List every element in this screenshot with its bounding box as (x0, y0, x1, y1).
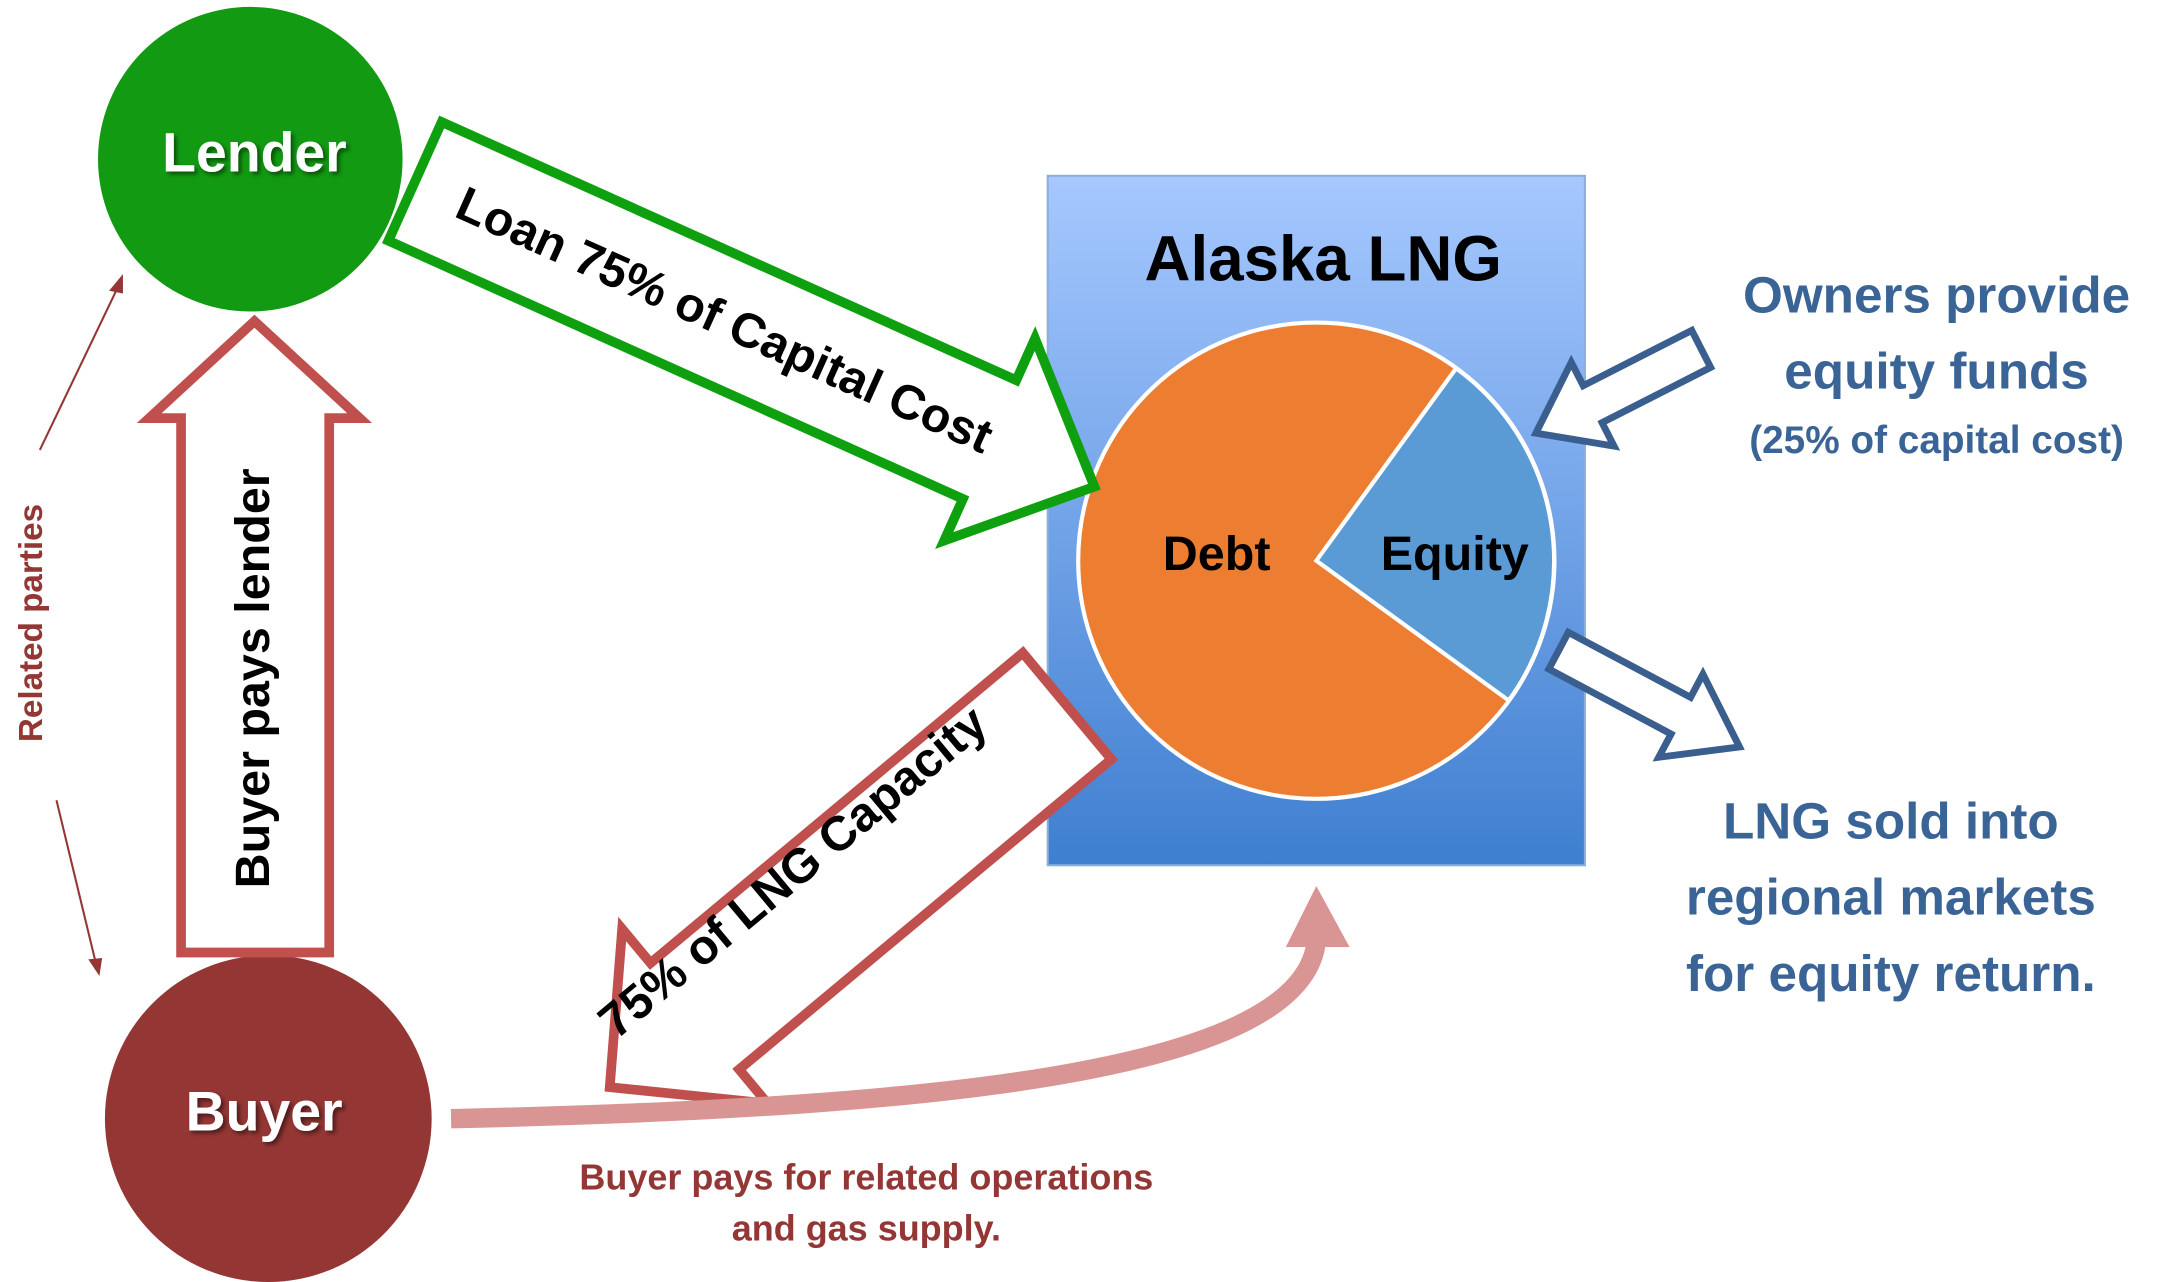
arrow-shape (604, 646, 1119, 1110)
related-line (38, 281, 122, 451)
capacity-arrow (604, 646, 1119, 1110)
arrow-label: Buyer pays lender (226, 468, 280, 888)
loan-arrow: Loan 75% of Capital Cost (381, 115, 1101, 550)
lender-node (98, 6, 403, 312)
pie-label: Equity (1381, 527, 1529, 581)
note-line: LNG sold into (1723, 792, 2059, 849)
pie-equity (1313, 365, 1557, 704)
arrow-shape (1530, 325, 1716, 451)
note-line: (25% of capital cost) (1749, 419, 2124, 462)
buyer-pays-arrow (136, 314, 373, 958)
arrow-shape (1544, 627, 1745, 762)
note-line: regional markets (1686, 869, 2096, 926)
buyer-node (104, 955, 432, 1282)
equity-in-arrow (1530, 325, 1716, 451)
related-arrowhead (88, 958, 103, 977)
buyer-label: Buyer (186, 1081, 343, 1143)
related-arrowhead (109, 274, 123, 294)
note-line: for equity return. (1686, 945, 2096, 1002)
note-line: Owners provide (1743, 266, 2130, 323)
note-line: and gas supply. (732, 1208, 1001, 1249)
project-title: Alaska LNG (1145, 223, 1502, 294)
arrow-label: Loan 75% of Capital Cost (448, 177, 1000, 465)
lender-label: Lender (162, 121, 347, 183)
pie-label: Debt (1163, 527, 1271, 581)
related-line (55, 799, 98, 967)
note-line: equity funds (1784, 343, 2088, 400)
lng-out-arrow (1544, 627, 1745, 762)
arrow-shape (381, 115, 1101, 550)
operations-arrow (450, 939, 1326, 1129)
operations-arrowhead (1285, 886, 1350, 947)
note-line: Buyer pays for related operations (579, 1156, 1153, 1197)
related-label: Related parties (13, 504, 50, 742)
